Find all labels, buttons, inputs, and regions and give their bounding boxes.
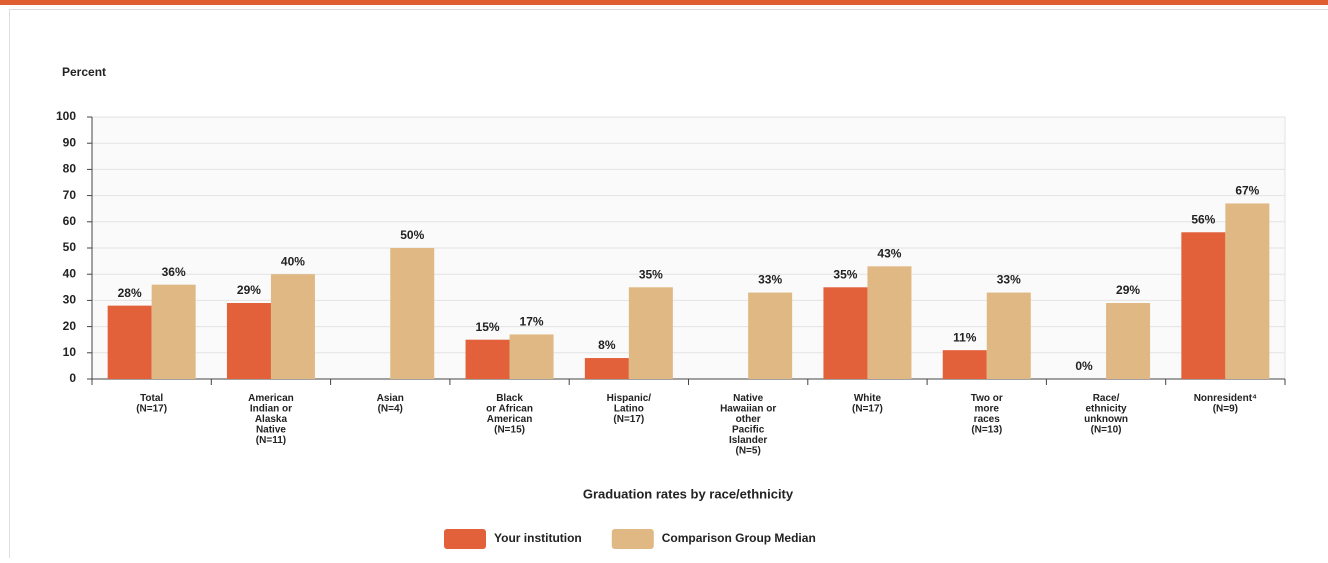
bar xyxy=(227,303,271,379)
x-tick-label-line: Alaska xyxy=(255,414,288,425)
y-tick-label: 30 xyxy=(63,293,77,307)
y-tick-label: 50 xyxy=(63,240,77,254)
bar xyxy=(585,358,629,379)
x-tick-label-line: Black xyxy=(496,393,523,404)
y-tick-label: 100 xyxy=(56,109,76,123)
value-label: 29% xyxy=(237,283,261,297)
x-tick-label-line: (N=9) xyxy=(1213,403,1238,414)
y-axis-title: Percent xyxy=(62,65,106,79)
x-tick-label-line: Two or xyxy=(971,393,1003,404)
value-label: 50% xyxy=(400,228,424,242)
x-tick-label-line: Islander xyxy=(729,435,767,446)
x-tick-label-line: (N=13) xyxy=(971,424,1002,435)
bar xyxy=(987,293,1031,379)
value-label: 35% xyxy=(639,267,663,281)
value-label: 33% xyxy=(997,273,1021,287)
value-label: 17% xyxy=(520,315,544,329)
x-tick-label-line: Asian xyxy=(377,393,404,404)
x-tick-label-line: (N=5) xyxy=(736,445,761,456)
x-tick-label-line: (N=4) xyxy=(378,403,403,414)
x-tick-label-line: Total xyxy=(140,393,163,404)
value-label: 15% xyxy=(476,320,500,334)
value-label: 35% xyxy=(833,267,857,281)
x-tick-label-line: more xyxy=(975,403,1000,414)
top-band xyxy=(0,0,1328,5)
x-tick-label-line: (N=10) xyxy=(1091,424,1122,435)
y-tick-label: 80 xyxy=(63,162,77,176)
value-label: 28% xyxy=(118,286,142,300)
legend-swatch xyxy=(444,529,486,549)
x-tick-label-line: White xyxy=(854,393,882,404)
x-tick-label-line: Hispanic/ xyxy=(607,393,652,404)
x-tick-label: Hispanic/Latino(N=17) xyxy=(607,393,652,425)
value-label: 40% xyxy=(281,254,305,268)
bar xyxy=(1225,203,1269,379)
y-tick-label: 0 xyxy=(69,371,76,385)
y-tick-label: 20 xyxy=(63,319,77,333)
x-tick-label: White(N=17) xyxy=(852,393,883,415)
bar xyxy=(510,334,554,379)
x-axis-title: Graduation rates by race/ethnicity xyxy=(583,486,794,501)
x-tick-label-line: other xyxy=(736,414,761,425)
x-tick-label-line: (N=17) xyxy=(136,403,167,414)
y-tick-label: 90 xyxy=(63,135,77,149)
value-label: 36% xyxy=(162,265,186,279)
bar xyxy=(867,266,911,379)
x-tick-label-line: Indian or xyxy=(250,403,292,414)
x-tick-label-line: Latino xyxy=(614,403,644,414)
x-tick-label-line: Native xyxy=(256,424,286,435)
bar xyxy=(152,285,196,379)
legend-swatch xyxy=(612,529,654,549)
bar xyxy=(108,306,152,379)
x-tick-label-line: ethnicity xyxy=(1085,403,1127,414)
value-label: 33% xyxy=(758,273,782,287)
legend-label: Comparison Group Median xyxy=(662,531,816,545)
x-tick-label-line: Pacific xyxy=(732,424,765,435)
x-tick-label-line: Hawaiian or xyxy=(720,403,776,414)
value-label: 67% xyxy=(1235,184,1259,198)
y-tick-label: 70 xyxy=(63,188,77,202)
bar xyxy=(1106,303,1150,379)
x-tick-label-line: Race/ xyxy=(1093,393,1120,404)
x-tick-label: Asian(N=4) xyxy=(377,393,404,415)
bar xyxy=(466,340,510,379)
x-tick-label-line: races xyxy=(974,414,1001,425)
bar xyxy=(271,274,315,379)
x-tick-label-line: American xyxy=(487,414,533,425)
x-tick-label-line: Native xyxy=(733,393,763,404)
x-tick-label-line: unknown xyxy=(1084,414,1128,425)
value-label: 11% xyxy=(953,330,977,344)
y-tick-label: 10 xyxy=(63,345,77,359)
value-label: 8% xyxy=(598,338,616,352)
x-tick-label: Total(N=17) xyxy=(136,393,167,415)
bar xyxy=(823,287,867,379)
x-tick-label-line: or African xyxy=(486,403,533,414)
legend-label: Your institution xyxy=(494,531,582,545)
bar xyxy=(943,350,987,379)
x-tick-label-line: (N=17) xyxy=(613,414,644,425)
y-tick-label: 60 xyxy=(63,214,77,228)
x-tick-label-line: (N=15) xyxy=(494,424,525,435)
x-tick-label-line: (N=17) xyxy=(852,403,883,414)
bar xyxy=(629,287,673,379)
bar xyxy=(748,293,792,379)
value-label: 0% xyxy=(1075,359,1093,373)
bar xyxy=(1181,232,1225,379)
x-tick-label-line: Nonresident⁴ xyxy=(1194,393,1257,404)
y-tick-label: 40 xyxy=(63,266,77,280)
value-label: 43% xyxy=(877,247,901,261)
bar xyxy=(390,248,434,379)
value-label: 56% xyxy=(1191,212,1215,226)
x-tick-label-line: American xyxy=(248,393,294,404)
x-tick-label-line: (N=11) xyxy=(256,435,286,446)
x-tick-label: Nonresident⁴(N=9) xyxy=(1194,393,1257,415)
value-label: 29% xyxy=(1116,283,1140,297)
